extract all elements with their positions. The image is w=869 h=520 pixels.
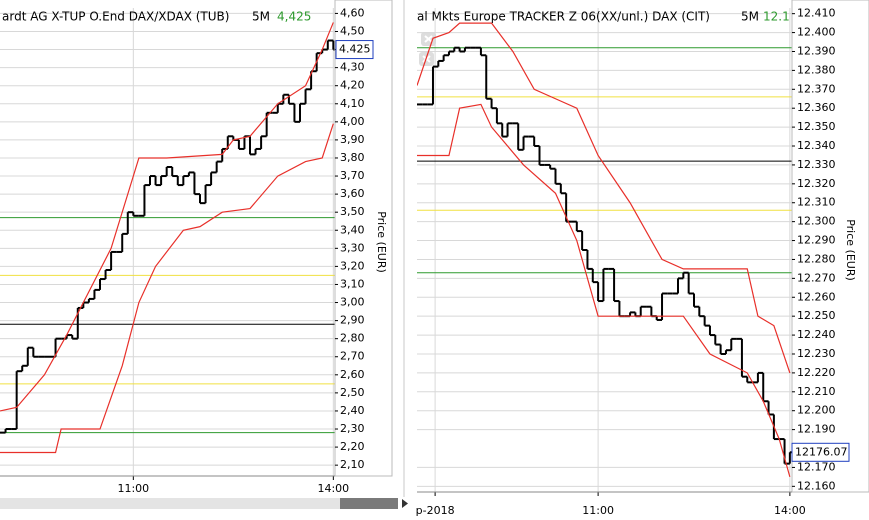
title-bar: al Mkts Europe TRACKER Z 06(XX/unl.) DAX… xyxy=(417,10,790,24)
y-tick-label: 12.190 xyxy=(797,423,836,436)
y-tick-label: 12.200 xyxy=(797,404,836,417)
y-tick-label: 2,80 xyxy=(340,332,365,345)
scrollbar-track[interactable] xyxy=(0,498,398,509)
y-tick-label: 12.210 xyxy=(797,385,836,398)
y-tick-label: 12.250 xyxy=(797,309,836,322)
y-tick-label: 2,20 xyxy=(340,440,365,453)
y-tick-label: 3,90 xyxy=(340,133,365,146)
y-tick-label: 12.230 xyxy=(797,347,836,360)
x-tick-label: p-2018 xyxy=(416,504,455,517)
y-tick-label: 3,40 xyxy=(340,223,365,236)
band-line xyxy=(417,22,791,374)
price-box-label: 4.425 xyxy=(339,43,371,56)
close-icon[interactable] xyxy=(421,32,436,46)
y-tick-label: 2,50 xyxy=(340,386,365,399)
title-bar: ardt AG X-TUP O.End DAX/XDAX (TUB) 5M 4,42… xyxy=(2,10,311,24)
price-box-label: 12176.07 xyxy=(795,445,848,458)
band-line xyxy=(0,22,334,412)
y-tick-label: 3,60 xyxy=(340,187,365,200)
price-box xyxy=(335,40,374,60)
y-tick-label: 12.410 xyxy=(797,7,836,20)
x-tick-label: 14:00 xyxy=(774,504,806,517)
y-tick-label: 4,10 xyxy=(340,97,365,110)
y-tick-label: 3,00 xyxy=(340,296,365,309)
y-tick-label: 12.310 xyxy=(797,196,836,209)
y-tick-label: 3,70 xyxy=(340,169,365,182)
axis-panel xyxy=(791,0,869,493)
y-tick-label: 4,00 xyxy=(340,115,365,128)
y-tick-label: 3,20 xyxy=(340,259,365,272)
y-axis-label: Price (EUR) xyxy=(375,211,388,273)
scroll-arrow[interactable] xyxy=(402,499,408,508)
y-tick-label: 2,40 xyxy=(340,404,365,417)
y-tick-label: 2,70 xyxy=(340,350,365,363)
y-tick-label: 12.400 xyxy=(797,26,836,39)
y-tick-label: 2,10 xyxy=(340,458,365,471)
y-tick-label: 12.320 xyxy=(797,177,836,190)
y-tick-label: 12.160 xyxy=(797,479,836,492)
plot-area xyxy=(0,8,335,476)
x-tick-label: 14:00 xyxy=(317,482,349,495)
y-tick-label: 2,60 xyxy=(340,368,365,381)
y-tick-label: 12.290 xyxy=(797,234,836,247)
y-tick-label: 2,30 xyxy=(340,422,365,435)
y-tick-label: 3,50 xyxy=(340,205,365,218)
y-tick-label: 12.280 xyxy=(797,252,836,265)
y-tick-label: 12.370 xyxy=(797,82,836,95)
y-tick-label: 12.390 xyxy=(797,44,836,57)
y-axis-label: Price (EUR) xyxy=(844,219,857,281)
plot-area xyxy=(417,8,792,492)
y-tick-label: 4,20 xyxy=(340,79,365,92)
y-tick-label: 12.340 xyxy=(797,139,836,152)
y-tick-label: 12.360 xyxy=(797,101,836,114)
last-price: 12.1 xyxy=(763,10,790,24)
axis-panel xyxy=(334,0,393,477)
y-tick-label: 12.270 xyxy=(797,271,836,284)
band-line xyxy=(417,103,791,478)
band-line xyxy=(0,123,334,454)
y-tick-label: 3,30 xyxy=(340,241,365,254)
interval: 5M xyxy=(741,10,759,24)
y-tick-label: 12.260 xyxy=(797,290,836,303)
y-tick-label: 2,90 xyxy=(340,314,365,327)
y-tick-label: 12.350 xyxy=(797,120,836,133)
y-tick-label: 12.240 xyxy=(797,328,836,341)
chart-title: al Mkts Europe TRACKER Z 06(XX/unl.) DAX… xyxy=(417,10,710,24)
scrollbar-thumb[interactable] xyxy=(340,498,398,509)
price-box xyxy=(791,442,850,462)
y-tick-label: 12.220 xyxy=(797,366,836,379)
y-tick-label: 3,80 xyxy=(340,151,365,164)
last-price: 4,425 xyxy=(277,10,311,24)
x-tick-label: 11:00 xyxy=(117,482,149,495)
interval: 5M xyxy=(252,10,270,24)
x-tick-label: 11:00 xyxy=(582,504,614,517)
y-tick-label: 3,10 xyxy=(340,277,365,290)
y-tick-label: 12.170 xyxy=(797,460,836,473)
y-tick-label: 4,60 xyxy=(340,6,365,19)
y-tick-label: 12.380 xyxy=(797,63,836,76)
y-tick-label: 12.300 xyxy=(797,215,836,228)
y-tick-label: 4,30 xyxy=(340,61,365,74)
y-tick-label: 12.330 xyxy=(797,158,836,171)
chart-title: ardt AG X-TUP O.End DAX/XDAX (TUB) xyxy=(2,10,229,24)
y-tick-label: 4,50 xyxy=(340,24,365,37)
